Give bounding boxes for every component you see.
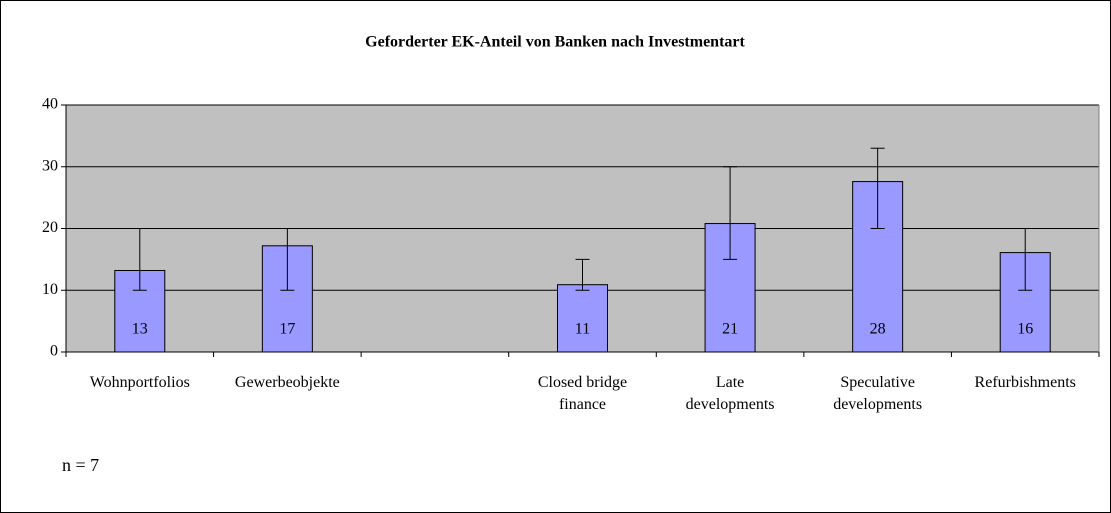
x-tick-label: Speculative developments [833, 374, 923, 413]
x-tick-label: Wohnportfolios [89, 374, 190, 391]
value-label: 17 [279, 321, 295, 338]
value-label: 28 [870, 321, 886, 338]
note: n = 7 [62, 455, 100, 475]
x-tick-label: Closed bridge finance [537, 374, 628, 413]
y-tick-label: 20 [42, 219, 58, 236]
bar [557, 284, 608, 353]
x-tick-label: Refurbishments [974, 374, 1076, 391]
x-tick-label: Gewerbeobjekte [234, 374, 340, 391]
value-label: 11 [575, 321, 590, 338]
y-tick-label: 40 [42, 96, 58, 113]
y-tick-label: 0 [50, 343, 58, 360]
y-tick-label: 30 [42, 157, 58, 174]
value-label: 13 [132, 321, 148, 338]
value-label: 21 [722, 321, 738, 338]
chart-title: Geforderter EK-Anteil von Banken nach In… [365, 34, 745, 51]
x-tick-label: Late developments [685, 374, 775, 413]
y-tick-label: 10 [42, 281, 58, 298]
value-label: 16 [1017, 321, 1033, 338]
